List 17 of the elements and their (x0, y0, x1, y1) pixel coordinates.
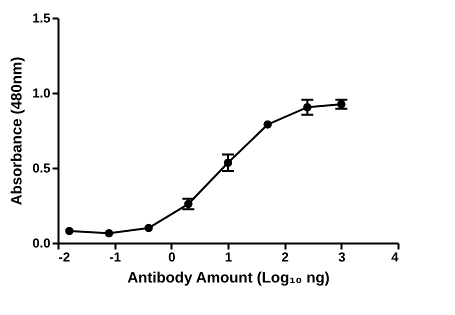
x-tick-label: -1 (109, 250, 121, 264)
y-axis-title: Absorbance (480nm) (8, 56, 26, 206)
y-tick-label: 1.0 (32, 86, 50, 100)
point (263, 120, 272, 129)
y-tick-label: 0.5 (32, 160, 50, 176)
y-tick-label: 0.0 (32, 236, 50, 250)
x-tick-label: 0 (168, 250, 176, 264)
x-tick-label: 4 (391, 250, 400, 264)
point (65, 226, 74, 236)
x-tick-label: 3 (338, 250, 346, 264)
x-axis-title: Antibody Amount (Log₁₀ ng) (127, 270, 330, 286)
point (144, 224, 153, 232)
x-tick-label: -2 (58, 250, 70, 264)
y-tick-label: 1.5 (32, 10, 50, 26)
x-tick-label: 1 (224, 250, 232, 264)
point (104, 229, 114, 238)
x-tick-label: 2 (282, 250, 289, 264)
